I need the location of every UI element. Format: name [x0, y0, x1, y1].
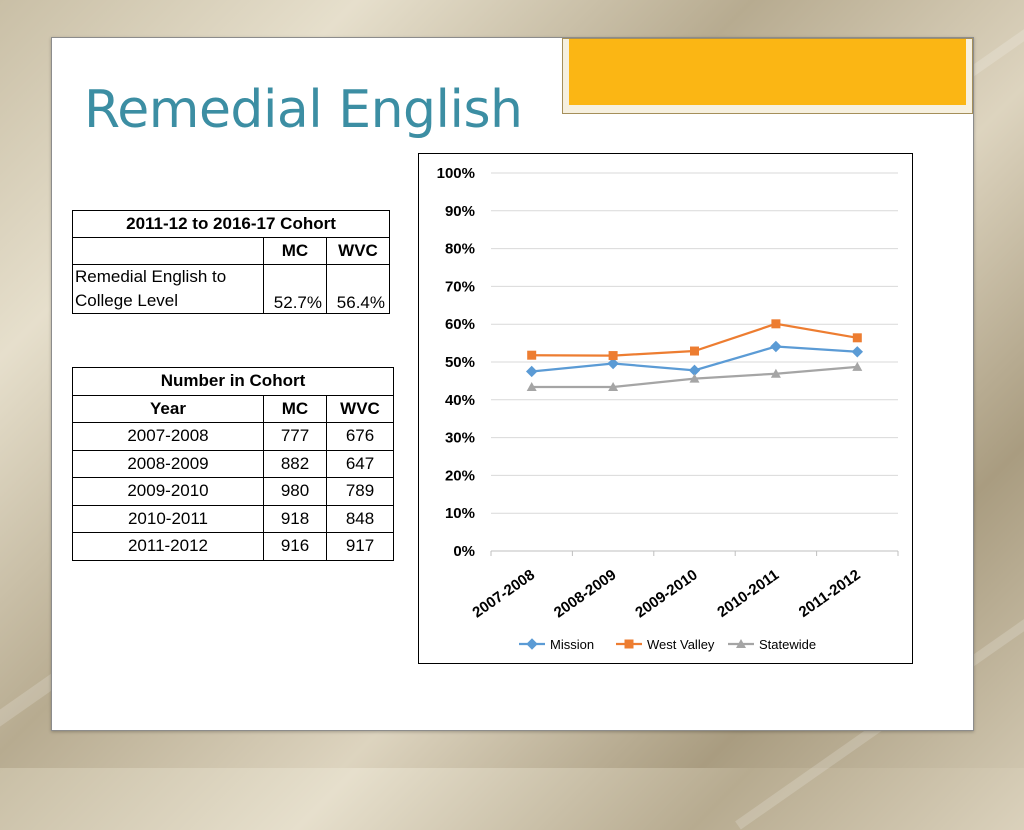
- cohort-table-wvc-value: 56.4%: [326, 264, 390, 314]
- y-tick-label: 60%: [445, 316, 475, 333]
- data-point: [770, 340, 782, 353]
- mc-cell: 777: [263, 422, 327, 451]
- mc-cell: 980: [263, 477, 327, 506]
- wvc-cell: 789: [326, 477, 394, 506]
- table-row: 2011-2012 916 917: [72, 532, 394, 561]
- table-row: 2008-2009 882 647: [72, 449, 394, 478]
- legend-marker: [736, 639, 746, 648]
- year-cell: 2009-2010: [72, 477, 264, 506]
- data-point: [607, 357, 619, 370]
- mc-cell: 918: [263, 504, 327, 533]
- data-point: [608, 381, 619, 391]
- data-point: [770, 368, 781, 378]
- y-tick-label: 0%: [453, 543, 475, 560]
- y-tick-label: 90%: [445, 203, 475, 220]
- number-table-header: Number in Cohort: [72, 367, 394, 396]
- number-table: Number in Cohort Year MC WVC 2007-2008 7…: [72, 367, 394, 561]
- number-table-col-wvc: WVC: [326, 394, 394, 423]
- data-point: [851, 346, 864, 358]
- data-point: [525, 365, 538, 378]
- accent-tab-fill: [569, 39, 966, 105]
- year-cell: 2007-2008: [72, 422, 264, 451]
- legend-label: West Valley: [647, 637, 715, 652]
- cohort-table: 2011-12 to 2016-17 Cohort MC WVC Remedia…: [72, 210, 390, 314]
- cohort-table-empty-cell: [72, 237, 264, 265]
- slide-title: Remedial English: [84, 80, 523, 140]
- legend-label: Statewide: [759, 637, 816, 652]
- number-table-col-year: Year: [72, 394, 264, 423]
- x-tick-label: 2011-2012: [796, 566, 864, 621]
- y-tick-label: 10%: [445, 505, 475, 522]
- cohort-table-mc-value: 52.7%: [263, 264, 327, 314]
- cohort-table-col-wvc: WVC: [326, 237, 390, 265]
- data-point: [527, 350, 537, 360]
- mc-cell: 916: [263, 532, 327, 561]
- number-table-col-mc: MC: [263, 394, 327, 423]
- x-tick-label: 2010-2011: [714, 566, 782, 621]
- cohort-table-header: 2011-12 to 2016-17 Cohort: [72, 210, 390, 238]
- table-row: 2007-2008 777 676: [72, 422, 394, 451]
- y-tick-label: 80%: [445, 241, 475, 258]
- x-tick-label: 2007-2008: [469, 566, 538, 621]
- wvc-cell: 647: [326, 449, 394, 478]
- y-tick-label: 40%: [445, 392, 475, 409]
- table-row: 2010-2011 918 848: [72, 504, 394, 533]
- data-point: [852, 333, 862, 343]
- data-point: [608, 351, 618, 361]
- wvc-cell: 848: [326, 504, 394, 533]
- legend-marker: [526, 638, 538, 650]
- year-cell: 2008-2009: [72, 449, 264, 478]
- data-point: [690, 346, 699, 356]
- x-tick-label: 2008-2009: [551, 566, 620, 621]
- wvc-cell: 676: [326, 422, 394, 451]
- table-row: 2009-2010 980 789: [72, 477, 394, 506]
- y-tick-label: 30%: [445, 430, 475, 447]
- y-tick-label: 20%: [445, 467, 475, 484]
- y-tick-label: 70%: [445, 278, 475, 295]
- legend-label: Mission: [550, 637, 594, 652]
- data-point: [689, 373, 700, 383]
- legend-marker: [624, 639, 634, 649]
- wvc-cell: 917: [326, 532, 394, 561]
- cohort-table-col-mc: MC: [263, 237, 327, 265]
- y-tick-label: 100%: [437, 165, 475, 182]
- data-point: [852, 361, 863, 371]
- year-cell: 2011-2012: [72, 532, 264, 561]
- y-tick-label: 50%: [445, 354, 475, 371]
- line-chart: 0% 10% 20% 30% 40% 50% 60% 70% 80% 90% 100% 2007-20…: [418, 153, 913, 664]
- year-cell: 2010-2011: [72, 504, 264, 533]
- chart-svg: 0% 10% 20% 30% 40% 50% 60% 70% 80% 90% 100% 2007-20…: [437, 165, 899, 652]
- x-tick-label: 2009-2010: [632, 566, 701, 621]
- data-point: [771, 319, 781, 329]
- data-point: [526, 381, 537, 391]
- mc-cell: 882: [263, 449, 327, 478]
- accent-tab: [562, 38, 973, 114]
- cohort-table-row-label: Remedial English to College Level: [72, 264, 264, 314]
